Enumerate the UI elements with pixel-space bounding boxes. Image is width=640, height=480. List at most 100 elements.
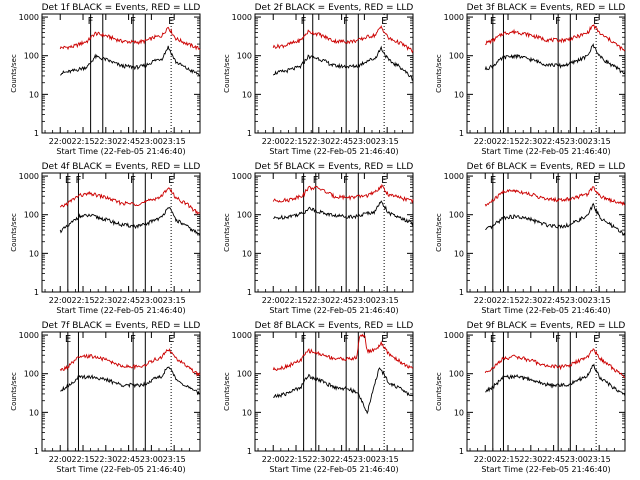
interval-label: F xyxy=(343,16,349,27)
panel-title: Det 5f BLACK = Events, RED = LLD xyxy=(255,162,414,172)
interval-label: E xyxy=(490,16,496,27)
y-tick-label: 1000 xyxy=(444,172,464,181)
plot-frame xyxy=(41,172,201,293)
events-series-line xyxy=(60,366,201,396)
y-tick-label: 100 xyxy=(449,211,464,220)
x-tick-label: 22:45 xyxy=(330,137,353,146)
detector-panel: Det 4f BLACK = Events, RED = LLD 1 10 100 10… xyxy=(10,162,201,315)
y-axis-label: Counts/sec xyxy=(435,54,443,93)
panel-title: Det 2f BLACK = Events, RED = LLD xyxy=(255,3,414,13)
lld-series-line xyxy=(484,348,626,379)
lld-series-line xyxy=(272,183,414,204)
interval-label: E xyxy=(65,334,71,345)
x-axis-label: Start Time (22-Feb-05 21:46:40) xyxy=(56,465,185,474)
y-tick-label: 1000 xyxy=(232,13,252,22)
x-tick-label: 23:15 xyxy=(163,296,186,305)
interval-label: F xyxy=(301,334,307,345)
x-tick-label: 23:15 xyxy=(588,137,611,146)
interval-label: E xyxy=(381,334,387,345)
x-tick-label: 23:00 xyxy=(565,296,588,305)
x-tick-label: 22:00 xyxy=(49,455,72,464)
y-tick-label: 1 xyxy=(247,447,252,456)
y-tick-label: 1 xyxy=(459,447,464,456)
events-series-line xyxy=(273,367,414,415)
y-axis-label: Counts/sec xyxy=(435,372,443,411)
x-tick-label: 22:30 xyxy=(94,137,117,146)
interval-label: E xyxy=(490,175,496,186)
y-tick-label: 1 xyxy=(247,288,252,297)
x-tick-label: 22:00 xyxy=(474,137,497,146)
x-tick-label: 22:45 xyxy=(542,296,565,305)
x-tick-label: 23:15 xyxy=(163,137,186,146)
x-tick-label: 22:00 xyxy=(49,137,72,146)
lld-series-line xyxy=(59,347,201,377)
lld-series-line xyxy=(485,24,626,52)
y-axis-label: Counts/sec xyxy=(10,372,18,411)
interval-label: F xyxy=(88,16,94,27)
x-tick-label: 23:15 xyxy=(376,137,399,146)
detector-panel: Det 8f BLACK = Events, RED = LLD 1 10 100 10… xyxy=(223,321,414,474)
lld-series-line xyxy=(59,26,201,51)
panel-title: Det 3f BLACK = Events, RED = LLD xyxy=(467,3,626,13)
x-tick-label: 22:30 xyxy=(307,296,330,305)
x-tick-label: 22:15 xyxy=(284,137,307,146)
y-axis-label: Counts/sec xyxy=(435,213,443,252)
x-tick-label: 23:00 xyxy=(140,137,163,146)
plot-frame xyxy=(41,13,201,134)
x-tick-label: 23:00 xyxy=(565,455,588,464)
x-tick-label: 22:15 xyxy=(496,137,519,146)
events-series-line xyxy=(485,363,626,397)
y-tick-label: 10 xyxy=(29,249,39,258)
interval-label: F xyxy=(301,175,307,186)
y-tick-label: 10 xyxy=(242,408,252,417)
detector-panel: Det 6f BLACK = Events, RED = LLD 1 10 100 10… xyxy=(435,162,626,315)
y-tick-label: 10 xyxy=(454,90,464,99)
x-tick-label: 23:15 xyxy=(588,455,611,464)
interval-label: E xyxy=(168,175,174,186)
y-tick-label: 10 xyxy=(242,90,252,99)
interval-label: F xyxy=(555,16,561,27)
x-tick-label: 23:00 xyxy=(140,296,163,305)
interval-label: F xyxy=(343,334,349,345)
y-tick-label: 100 xyxy=(24,52,39,61)
y-tick-label: 1 xyxy=(34,129,39,138)
y-tick-label: 1000 xyxy=(444,13,464,22)
x-tick-label: 22:15 xyxy=(71,455,94,464)
panel-title: Det 6f BLACK = Events, RED = LLD xyxy=(467,162,626,172)
x-tick-label: 23:15 xyxy=(588,296,611,305)
panel-title: Det 4f BLACK = Events, RED = LLD xyxy=(42,162,201,172)
interval-label: E xyxy=(168,334,174,345)
y-tick-label: 10 xyxy=(29,408,39,417)
panel-title: Det 8f BLACK = Events, RED = LLD xyxy=(255,321,414,331)
x-axis-label: Start Time (22-Feb-05 21:46:40) xyxy=(481,465,610,474)
x-tick-label: 22:45 xyxy=(542,455,565,464)
x-tick-label: 23:00 xyxy=(565,137,588,146)
y-tick-label: 1 xyxy=(459,288,464,297)
x-tick-label: 22:45 xyxy=(330,296,353,305)
interval-label: E xyxy=(381,175,387,186)
plot-frame xyxy=(466,172,626,293)
x-axis-label: Start Time (22-Feb-05 21:46:40) xyxy=(56,306,185,315)
lld-series-line xyxy=(272,333,413,372)
y-axis-label: Counts/sec xyxy=(223,213,231,252)
x-tick-label: 22:00 xyxy=(474,296,497,305)
x-tick-label: 23:00 xyxy=(353,455,376,464)
x-tick-label: 22:15 xyxy=(284,455,307,464)
y-tick-label: 1000 xyxy=(232,172,252,181)
x-tick-label: 22:30 xyxy=(519,296,542,305)
plot-frame xyxy=(466,13,626,134)
y-tick-label: 1 xyxy=(34,288,39,297)
plot-frame xyxy=(254,331,414,452)
detector-panel: Det 1f BLACK = Events, RED = LLD 1 10 100 10… xyxy=(10,3,201,156)
y-tick-label: 1000 xyxy=(444,331,464,340)
interval-label: E xyxy=(593,16,599,27)
x-tick-label: 22:00 xyxy=(49,296,72,305)
x-axis-label: Start Time (22-Feb-05 21:46:40) xyxy=(481,147,610,156)
x-tick-label: 22:45 xyxy=(117,455,140,464)
interval-label: F xyxy=(130,16,136,27)
y-tick-label: 1000 xyxy=(232,331,252,340)
panel-title: Det 1f BLACK = Events, RED = LLD xyxy=(42,3,201,13)
interval-label: F xyxy=(75,175,81,186)
x-tick-label: 22:15 xyxy=(496,455,519,464)
